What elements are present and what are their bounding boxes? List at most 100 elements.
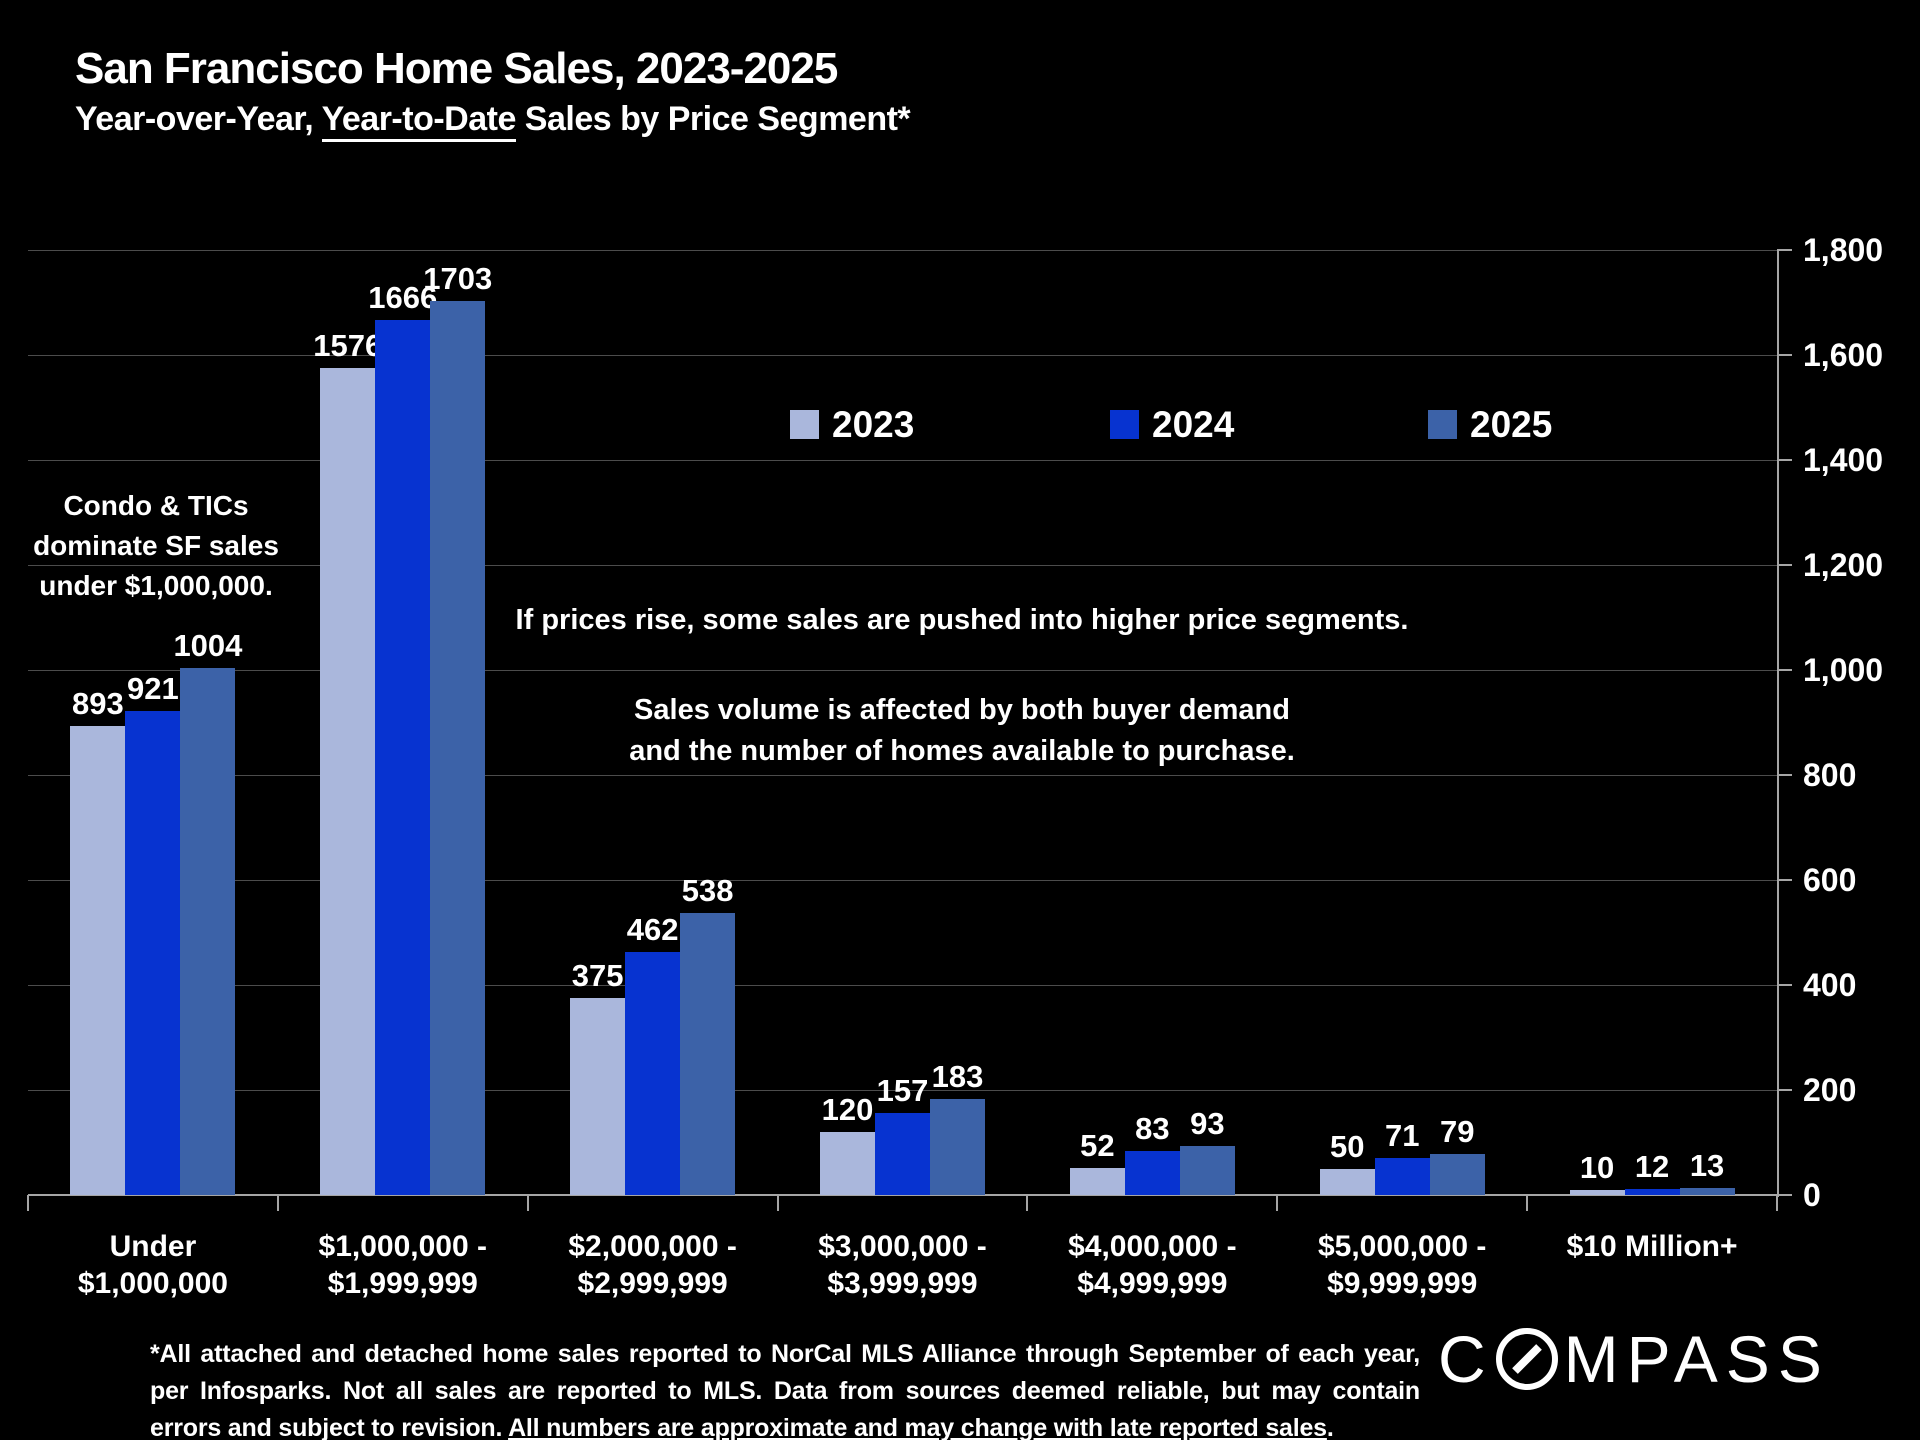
value-label-2024-1: 1666 [368, 280, 438, 316]
legend-label-2024: 2024 [1152, 404, 1235, 445]
bar-2023-4 [1069, 1167, 1125, 1195]
y-axis-label-400: 400 [1803, 967, 1857, 1003]
bar-2024-6 [1624, 1188, 1680, 1195]
value-label-2023-5: 50 [1329, 1128, 1365, 1164]
y-axis-tick-200 [1777, 1089, 1792, 1091]
y-axis-tick-1000 [1777, 669, 1792, 671]
y-axis-label-1200: 1,200 [1803, 547, 1884, 583]
gridline-600 [28, 879, 1777, 881]
y-axis-label-1400: 1,400 [1803, 442, 1884, 478]
category-label-line: $2,999,999 [577, 1267, 728, 1300]
bar-2025-2 [680, 912, 736, 1195]
legend-label-2025: 2025 [1470, 404, 1553, 445]
value-label-2024-6: 12 [1634, 1148, 1670, 1184]
annotation-condo: Condo & TICs dominate SF sales under $1,… [6, 486, 306, 606]
footnote: *All attached and detached home sales re… [150, 1336, 1420, 1440]
value-label-2023-0: 893 [72, 686, 124, 722]
compass-logo-letters: MPASS [1563, 1322, 1830, 1396]
legend-item-2025: 2025 [1428, 406, 1552, 443]
value-label-2023-6: 10 [1579, 1149, 1615, 1185]
category-label-4: $4,000,000 - $4,999,999 [1027, 1228, 1277, 1302]
bar-2023-6 [1569, 1189, 1625, 1195]
x-axis-tick-0 [27, 1195, 29, 1211]
y-axis-line [1777, 250, 1779, 1197]
bar-2025-3 [930, 1098, 985, 1195]
subtitle-pre: Year-over-Year, [75, 100, 322, 138]
annotation-condo-line2: dominate SF sales [33, 530, 279, 561]
annotation-prices: If prices rise, some sales are pushed in… [515, 604, 1409, 636]
y-axis-tick-400 [1777, 984, 1792, 986]
value-label-2024-2: 462 [626, 912, 679, 948]
gridline-400 [28, 984, 1777, 986]
gridline-1400 [28, 459, 1777, 461]
x-axis-tick-3 [776, 1195, 779, 1211]
compass-needle-icon [1511, 1344, 1542, 1374]
footnote-line3-post: . [1326, 1414, 1334, 1440]
bar-2023-5 [1319, 1168, 1375, 1195]
gridline-1800 [28, 249, 1777, 251]
footnote-line3: errors and subject to revision. All numb… [150, 1410, 1420, 1440]
category-label-line: $3,999,999 [827, 1267, 978, 1300]
bar-2024-5 [1374, 1157, 1430, 1195]
y-axis-tick-1800 [1777, 249, 1792, 251]
value-label-2024-4: 83 [1135, 1111, 1170, 1147]
category-label-line: $10 Million+ [1566, 1230, 1738, 1263]
legend-item-2024: 2024 [1110, 406, 1234, 443]
footnote-line2: per Infosparks. Not all sales are report… [150, 1377, 1420, 1405]
y-axis-tick-0 [1777, 1194, 1792, 1196]
y-axis-tick-1600 [1777, 354, 1792, 356]
legend-label-2023: 2023 [832, 404, 915, 445]
value-label-2025-1: 1703 [423, 260, 493, 296]
x-axis-tick-1 [276, 1195, 279, 1211]
category-label-6: $10 Million+ [1527, 1228, 1777, 1265]
bar-2025-4 [1179, 1146, 1235, 1195]
gridline-800 [28, 774, 1777, 776]
category-label-line: $1,999,999 [327, 1267, 478, 1300]
gridline-1200 [28, 564, 1777, 566]
x-axis-tick-6 [1526, 1195, 1529, 1211]
category-label-line: $1,000,000 - [318, 1230, 487, 1263]
value-label-2025-2: 538 [681, 872, 734, 908]
value-label-2024-0: 921 [127, 671, 179, 707]
bar-2024-0 [125, 711, 181, 1195]
value-label-2025-4: 93 [1190, 1106, 1225, 1142]
y-axis-label-600: 600 [1803, 862, 1857, 898]
bar-2025-0 [180, 667, 236, 1195]
subtitle-underlined: Year-to-Date [321, 100, 516, 142]
gridline-1600 [28, 354, 1777, 356]
category-label-3: $3,000,000 - $3,999,999 [778, 1228, 1028, 1302]
gridline-1000 [28, 669, 1777, 671]
category-label-line: $5,000,000 - [1317, 1230, 1487, 1263]
compass-logo-letter-c: C [1438, 1322, 1494, 1396]
x-axis-tick-7 [1776, 1195, 1778, 1211]
y-axis-tick-1200 [1777, 564, 1792, 566]
compass-o-icon [1495, 1328, 1558, 1390]
category-label-2: $2,000,000 - $2,999,999 [528, 1228, 778, 1302]
y-axis-label-1800: 1,800 [1803, 232, 1884, 268]
y-axis-label-1000: 1,000 [1803, 652, 1884, 688]
category-label-line: $4,999,999 [1077, 1267, 1228, 1300]
category-label-line: $4,000,000 - [1068, 1230, 1237, 1263]
y-axis-label-1600: 1,600 [1803, 337, 1884, 373]
bar-2023-2 [570, 998, 626, 1195]
y-axis-label-800: 800 [1803, 757, 1857, 793]
value-label-2023-4: 52 [1080, 1127, 1115, 1163]
bar-2024-4 [1124, 1151, 1180, 1195]
category-label-1: $1,000,000 - $1,999,999 [278, 1228, 528, 1302]
category-label-line: $2,000,000 - [568, 1230, 737, 1263]
bar-2024-3 [875, 1112, 930, 1195]
bar-2023-0 [70, 726, 126, 1195]
bar-2025-6 [1679, 1188, 1735, 1195]
y-axis-tick-600 [1777, 879, 1792, 881]
footnote-line3-pre: errors and subject to revision. [150, 1414, 509, 1440]
value-label-2025-6: 13 [1689, 1148, 1725, 1184]
y-axis-label-200: 200 [1803, 1072, 1857, 1108]
annotation-volume-line2: and the number of homes available to pur… [629, 735, 1295, 767]
bar-2023-1 [320, 367, 376, 1195]
page-subtitle: Year-over-Year, Year-to-Date Sales by Pr… [75, 100, 911, 142]
bar-2024-2 [625, 952, 681, 1195]
x-axis-tick-4 [1026, 1195, 1029, 1211]
legend-item-2023: 2023 [790, 406, 914, 443]
category-label-line: $9,999,999 [1327, 1267, 1478, 1300]
